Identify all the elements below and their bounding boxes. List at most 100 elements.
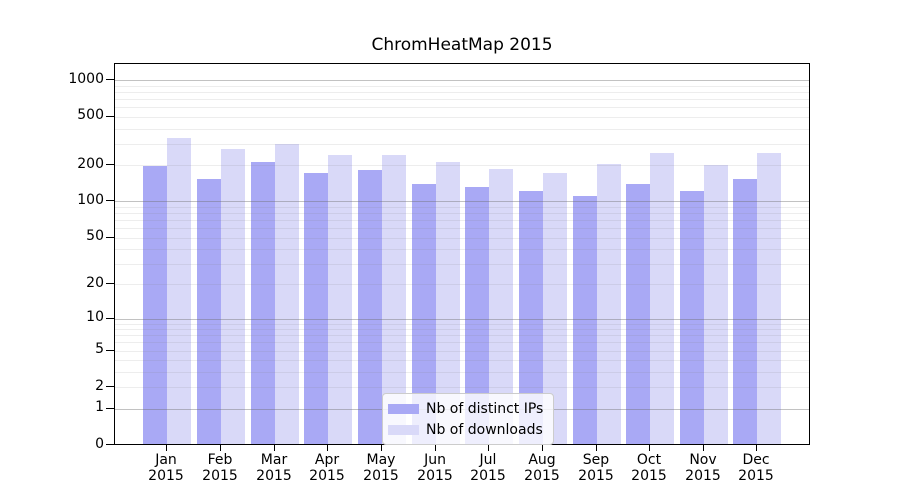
x-tick-month: Aug — [528, 452, 556, 468]
x-tick-label-jun: Jun 2015 — [395, 452, 475, 484]
x-tick-label-jul: Jul 2015 — [448, 452, 528, 484]
x-tick-year: 2015 — [470, 468, 506, 484]
legend-item-label: Nb of distinct IPs — [426, 400, 544, 417]
gridline-minor — [115, 249, 809, 250]
x-tick-label-apr: Apr 2015 — [287, 452, 367, 484]
x-tick-label-feb: Feb 2015 — [180, 452, 260, 484]
x-tick-year: 2015 — [148, 468, 184, 484]
x-tick-year: 2015 — [256, 468, 292, 484]
y-tick-label: 1000 — [68, 71, 104, 87]
gridline-minor — [115, 335, 809, 336]
x-tick-label-mar: Mar 2015 — [234, 452, 314, 484]
x-tick-year: 2015 — [578, 468, 614, 484]
y-tick-mark — [106, 318, 114, 319]
x-tick-month: Jan — [155, 452, 177, 468]
x-tick-mark — [596, 445, 597, 451]
x-tick-year: 2015 — [631, 468, 667, 484]
x-tick-year: 2015 — [524, 468, 560, 484]
bar-nb-of-distinct-ips-feb — [196, 179, 221, 444]
x-tick-month: Feb — [207, 452, 233, 468]
gridline-minor — [115, 351, 809, 352]
bar-nb-of-distinct-ips-oct — [626, 183, 651, 444]
x-tick-label-oct: Oct 2015 — [609, 452, 689, 484]
gridline-minor — [115, 92, 809, 93]
x-tick-month: Jul — [479, 452, 497, 468]
y-tick-mark — [106, 200, 114, 201]
x-tick-mark — [381, 445, 382, 451]
gridline-minor — [115, 107, 809, 108]
y-tick-mark — [106, 237, 114, 238]
x-tick-label-sep: Sep 2015 — [556, 452, 636, 484]
x-tick-year: 2015 — [309, 468, 345, 484]
gridline-minor — [115, 228, 809, 229]
gridline-minor — [115, 129, 809, 130]
plot-area: Nb of distinct IPs Nb of downloads — [114, 63, 810, 445]
gridline-minor — [115, 213, 809, 214]
gridline-major — [115, 319, 809, 320]
gridline-minor — [115, 324, 809, 325]
bar-nb-of-downloads-feb — [220, 149, 245, 444]
legend-item-label: Nb of downloads — [426, 421, 543, 438]
x-tick-month: Mar — [260, 452, 288, 468]
bar-nb-of-distinct-ips-jan — [143, 166, 168, 444]
x-tick-mark — [703, 445, 704, 451]
x-tick-label-jan: Jan 2015 — [126, 452, 206, 484]
x-tick-mark — [488, 445, 489, 451]
x-tick-year: 2015 — [202, 468, 238, 484]
legend: Nb of distinct IPs Nb of downloads — [382, 393, 555, 445]
y-tick-mark — [106, 408, 114, 409]
gridline-minor — [115, 360, 809, 361]
gridline-minor — [115, 99, 809, 100]
x-tick-month: Dec — [742, 452, 770, 468]
x-tick-year: 2015 — [738, 468, 774, 484]
bar-nb-of-distinct-ips-apr — [304, 173, 329, 444]
gridline-minor — [115, 342, 809, 343]
y-tick-mark — [106, 386, 114, 387]
bar-nb-of-downloads-dec — [757, 152, 782, 444]
bar-nb-of-downloads-mar — [274, 144, 299, 444]
x-tick-mark — [756, 445, 757, 451]
x-tick-mark — [166, 445, 167, 451]
x-tick-mark — [274, 445, 275, 451]
legend-item: Nb of distinct IPs — [388, 400, 543, 417]
bar-nb-of-downloads-sep — [596, 164, 621, 444]
bar-nb-of-downloads-nov — [703, 165, 728, 444]
gridline-minor — [115, 220, 809, 221]
x-tick-mark — [327, 445, 328, 451]
x-tick-year: 2015 — [417, 468, 453, 484]
x-tick-label-aug: Aug 2015 — [502, 452, 582, 484]
x-tick-month: Oct — [636, 452, 662, 468]
x-tick-mark — [220, 445, 221, 451]
x-tick-label-may: May 2015 — [341, 452, 421, 484]
x-tick-month: Apr — [314, 452, 340, 468]
chart-title: ChromHeatMap 2015 — [371, 35, 553, 55]
x-tick-year: 2015 — [685, 468, 721, 484]
gridline-major — [115, 201, 809, 202]
bar-nb-of-distinct-ips-sep — [572, 196, 597, 444]
y-tick-label: 200 — [77, 156, 104, 172]
y-tick-label: 5 — [95, 341, 104, 357]
y-tick-mark — [106, 283, 114, 284]
y-tick-label: 20 — [86, 275, 104, 291]
gridline-minor — [115, 329, 809, 330]
y-tick-mark — [106, 350, 114, 351]
x-tick-month: Sep — [582, 452, 610, 468]
gridline-major — [115, 80, 809, 81]
legend-swatch-icon — [388, 403, 419, 414]
y-tick-label: 100 — [77, 192, 104, 208]
gridline-minor — [115, 372, 809, 373]
gridline-minor — [115, 117, 809, 118]
gridline-minor — [115, 144, 809, 145]
x-tick-label-dec: Dec 2015 — [716, 452, 796, 484]
x-tick-mark — [435, 445, 436, 451]
y-tick-label: 0 — [95, 436, 104, 452]
gridline-minor — [115, 238, 809, 239]
gridline-minor — [115, 387, 809, 388]
x-tick-month: May — [366, 452, 396, 468]
x-tick-mark — [542, 445, 543, 451]
y-tick-label: 500 — [77, 107, 104, 123]
x-tick-mark — [649, 445, 650, 451]
bar-nb-of-distinct-ips-dec — [733, 178, 758, 444]
x-tick-label-nov: Nov 2015 — [663, 452, 743, 484]
